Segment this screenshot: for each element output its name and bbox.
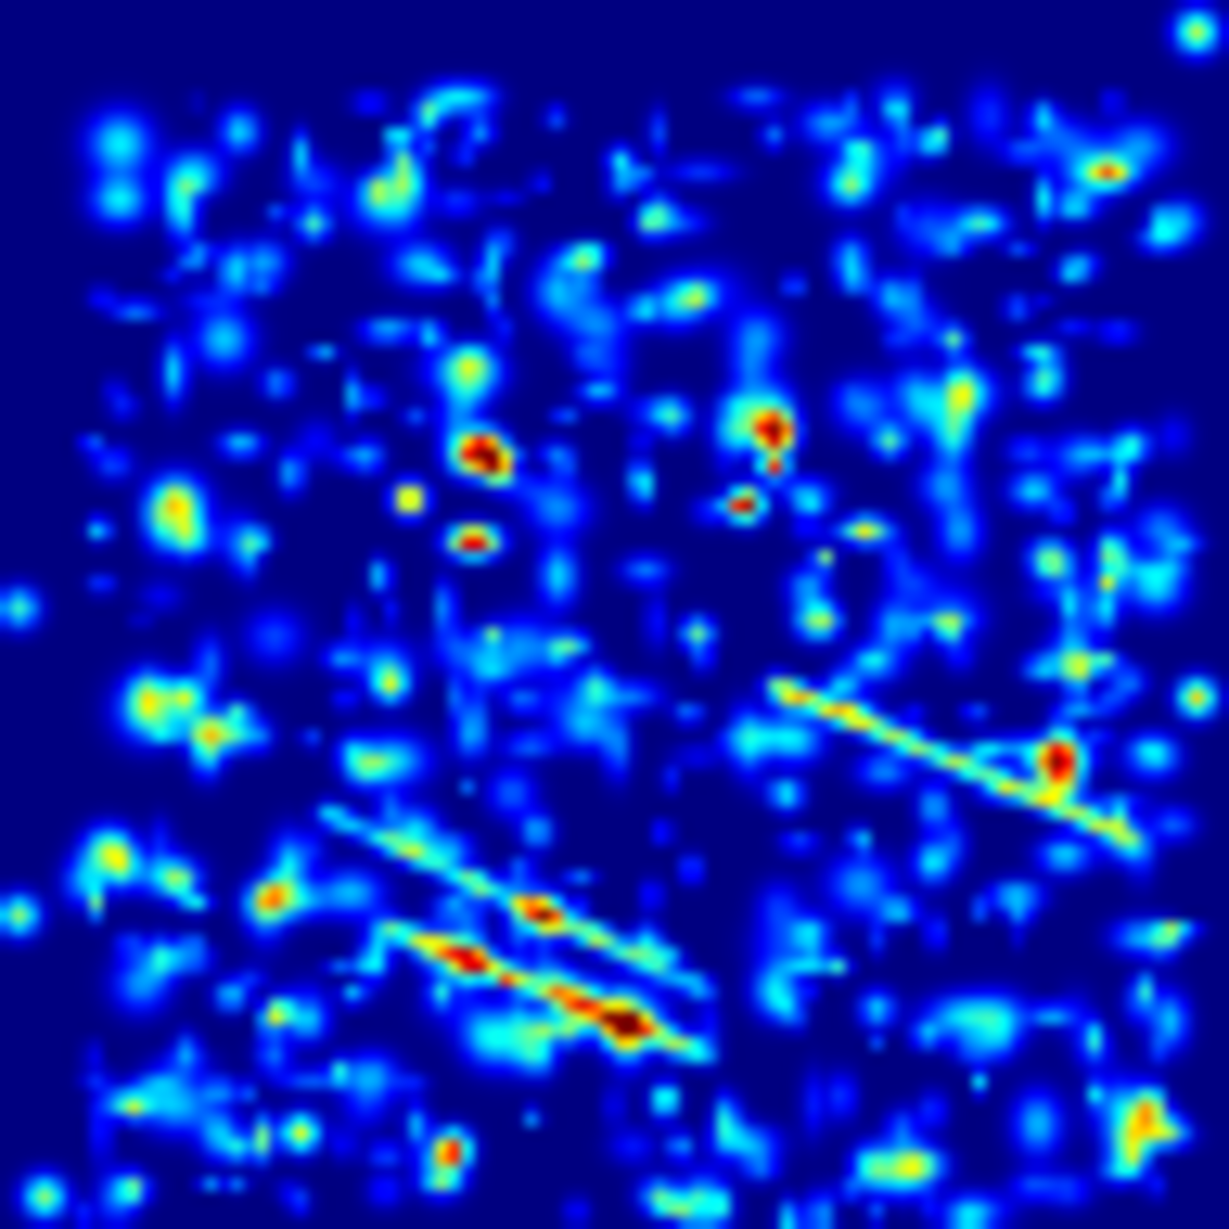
saliency-heatmap-image xyxy=(0,0,1229,1229)
heatmap-frame xyxy=(0,0,1229,1229)
